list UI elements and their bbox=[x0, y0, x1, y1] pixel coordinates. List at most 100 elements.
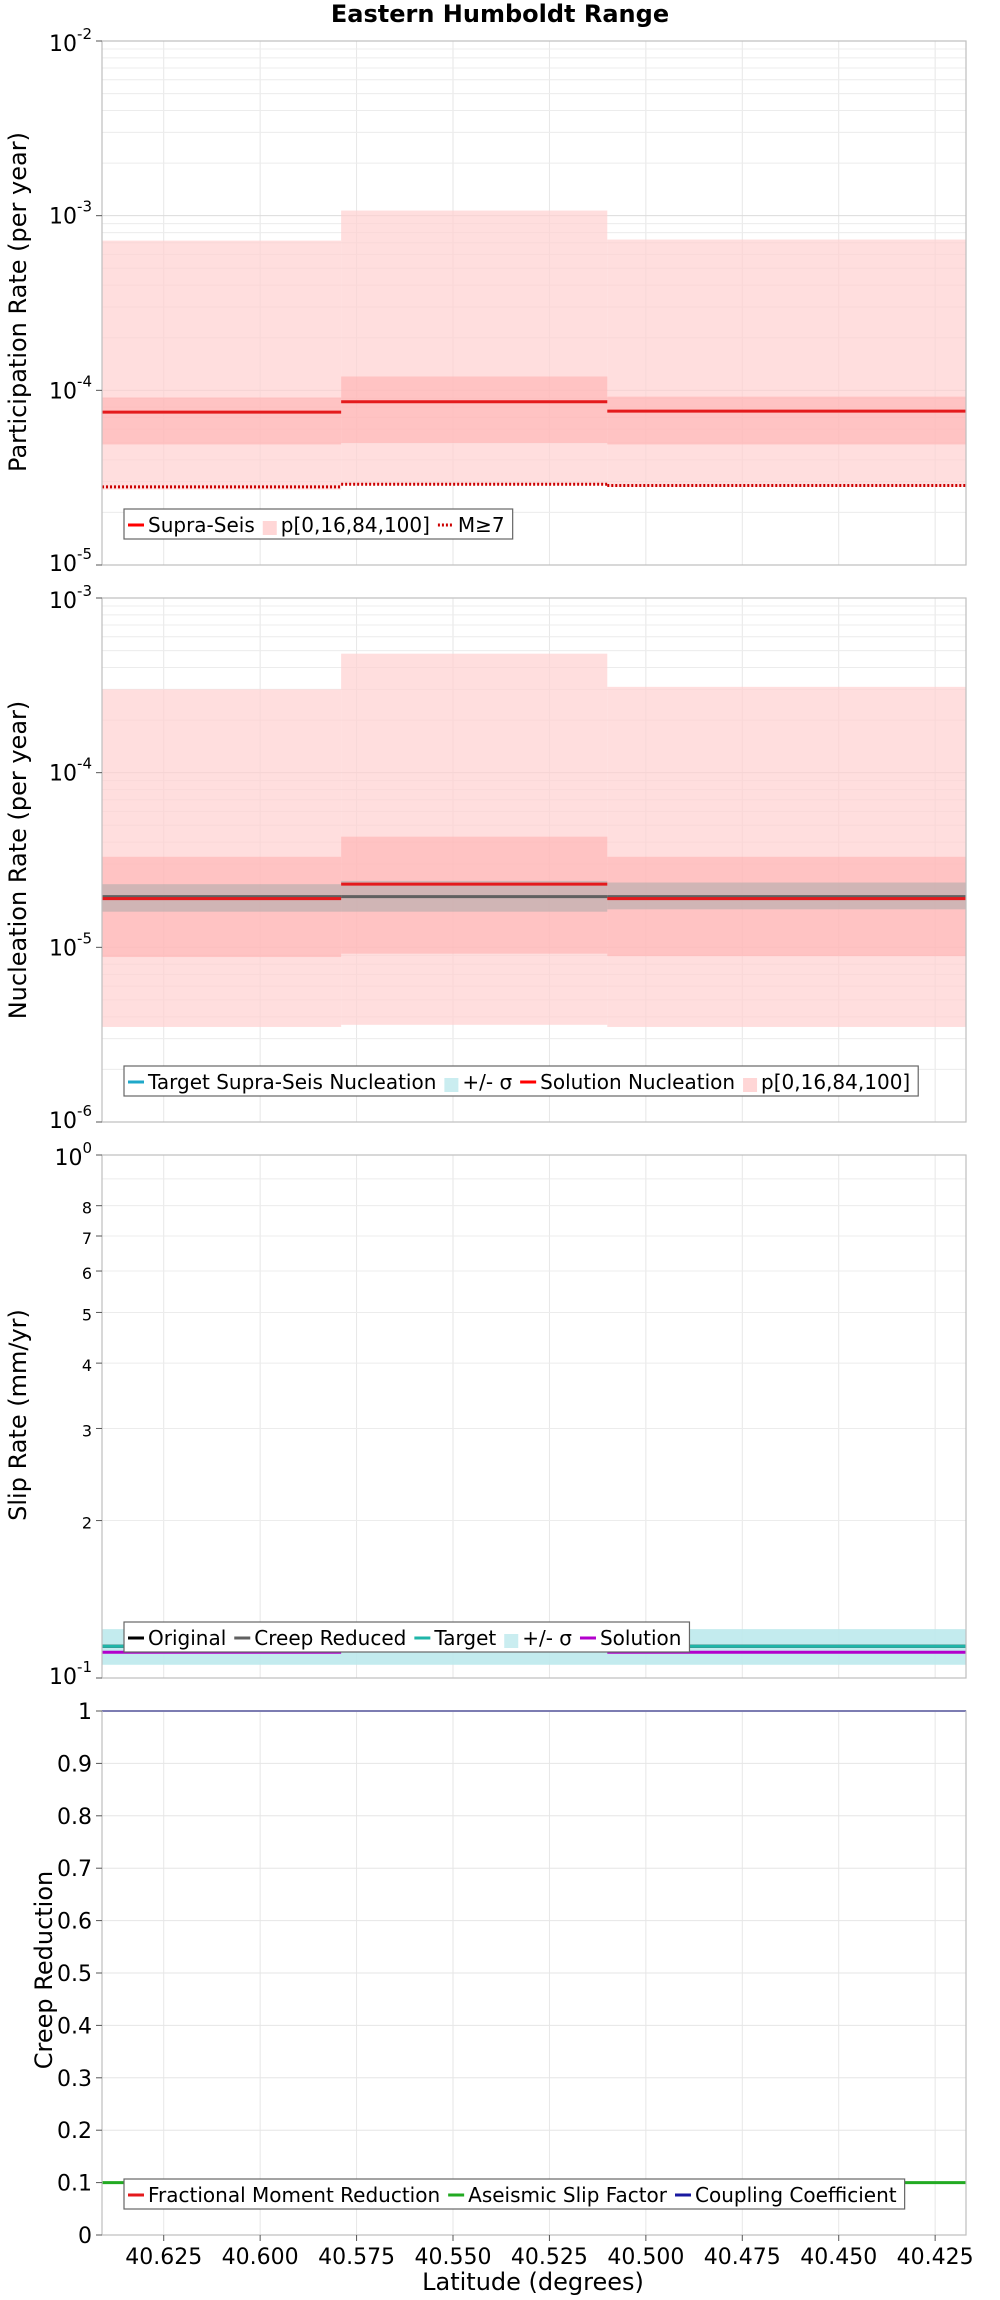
legend-item-p-0-16-84-100: p[0,16,84,100] bbox=[262, 513, 430, 537]
band-p-16-84 bbox=[102, 397, 342, 445]
slip-rate-panel: 10-1 2 3 4 5 6 7 8 100 Original Creep Reduced Targe… bbox=[49, 1139, 967, 1690]
plot-frame bbox=[101, 40, 967, 566]
y-ticks: 0 0.1 0.2 0.3 0.4 0.5 0.6 0.7 0.8 0.9 1 bbox=[57, 1700, 102, 2249]
y-tick-label: 0.7 bbox=[57, 1857, 92, 1882]
y-tick-label: 5 bbox=[82, 1305, 92, 1324]
legend-label: Target bbox=[433, 1626, 496, 1650]
legend-item-original: Original bbox=[128, 1626, 226, 1650]
y-ticks: 10-1 2 3 4 5 6 7 8 100 bbox=[49, 1139, 102, 1690]
y-tick-label: 10-3 bbox=[49, 582, 92, 614]
bands bbox=[102, 210, 966, 490]
y-tick-label: 10-3 bbox=[49, 198, 92, 230]
legend-item-target: Target bbox=[414, 1626, 496, 1650]
legend-item-coupling-coefficient: Coupling Coefficient bbox=[675, 2183, 897, 2207]
y-tick-label: 0.1 bbox=[57, 2172, 92, 2197]
y-tick-label: 0.4 bbox=[57, 2014, 92, 2039]
y-tick-label: 0.8 bbox=[57, 1805, 92, 1830]
y-tick-label: 10-4 bbox=[49, 372, 92, 404]
y-tick-label: 4 bbox=[82, 1356, 92, 1375]
x-tick-label: 40.475 bbox=[704, 2245, 781, 2270]
legend-label: Coupling Coefficient bbox=[695, 2183, 897, 2207]
creep-reduction-panel: 0 0.1 0.2 0.3 0.4 0.5 0.6 0.7 0.8 0.9 1 40.625 40.60… bbox=[57, 1700, 974, 2270]
chart-title: Eastern Humboldt Range bbox=[331, 0, 669, 28]
legend: Fractional Moment Reduction Aseismic Slip… bbox=[123, 2178, 906, 2210]
x-tick-label: 40.500 bbox=[607, 2245, 684, 2270]
participation-panel: 10-5 10-4 10-3 10-2 Supra-Seis p[0,16,84,100]… bbox=[49, 25, 967, 577]
band-p-16-84 bbox=[607, 396, 966, 445]
y-ticks: 10-5 10-4 10-3 10-2 bbox=[49, 25, 102, 577]
y-tick-label: 0.3 bbox=[57, 2067, 92, 2092]
legend-item-creep-reduced: Creep Reduced bbox=[234, 1626, 406, 1650]
band-p-0-100 bbox=[341, 210, 608, 485]
legend-label: Supra-Seis bbox=[148, 513, 255, 537]
x-ticks: 40.625 40.600 40.575 40.550 40.525 40.500 40.4… bbox=[125, 2235, 974, 2270]
legend-item-aseismic-slip-factor: Aseismic Slip Factor bbox=[448, 2183, 668, 2207]
y-tick-label: 10-6 bbox=[49, 1102, 92, 1134]
plot-area bbox=[102, 1155, 966, 1678]
legend-item-fractional-moment-reduction: Fractional Moment Reduction bbox=[128, 2183, 440, 2207]
plot-frame bbox=[101, 597, 967, 1123]
x-axis-label: Latitude (degrees) bbox=[422, 2268, 644, 2296]
y-tick-label: 10-2 bbox=[49, 25, 92, 57]
y-tick-label: 0 bbox=[78, 2224, 92, 2249]
legend-label: M≥7 bbox=[458, 513, 505, 537]
legend-item-sigma: +/- σ bbox=[444, 1070, 512, 1094]
legend-item-p-0-16-84-100: p[0,16,84,100] bbox=[743, 1070, 910, 1094]
legend-box bbox=[123, 2178, 906, 2210]
legend: Supra-Seis p[0,16,84,100] M≥7 bbox=[123, 508, 514, 540]
legend-label: +/- σ bbox=[522, 1626, 572, 1650]
y-tick-label: 0.2 bbox=[57, 2119, 92, 2144]
legend-swatch bbox=[444, 1078, 459, 1092]
nucleation-y-axis-label: Nucleation Rate (per year) bbox=[4, 701, 32, 1020]
y-tick-label: 7 bbox=[82, 1229, 92, 1248]
bands bbox=[102, 653, 966, 1027]
legend-label: Solution bbox=[600, 1626, 681, 1650]
legend: Target Supra-Seis Nucleation +/- σ Solutio… bbox=[123, 1065, 919, 1097]
legend-label: Target Supra-Seis Nucleation bbox=[147, 1070, 436, 1094]
legend-item-solution: Solution bbox=[579, 1626, 681, 1650]
legend: Original Creep Reduced Target +/- σ Solution bbox=[123, 1621, 691, 1653]
series bbox=[102, 400, 966, 489]
y-tick-label: 2 bbox=[82, 1514, 92, 1533]
x-tick-label: 40.450 bbox=[800, 2245, 877, 2270]
x-tick-label: 40.550 bbox=[415, 2245, 492, 2270]
legend-label: p[0,16,84,100] bbox=[281, 513, 430, 537]
creep-reduction-y-axis-label: Creep Reduction bbox=[30, 1871, 58, 2069]
legend-item-sigma: +/- σ bbox=[504, 1626, 572, 1650]
legend-swatch bbox=[504, 1634, 519, 1648]
legend-item-supra-seis: Supra-Seis bbox=[128, 513, 255, 537]
legend-label: Aseismic Slip Factor bbox=[468, 2183, 668, 2207]
legend-swatch bbox=[262, 521, 277, 535]
legend-label: Creep Reduced bbox=[254, 1626, 406, 1650]
legend-label: Fractional Moment Reduction bbox=[148, 2183, 440, 2207]
y-tick-label: 10-5 bbox=[49, 545, 92, 577]
band-p-16-84 bbox=[341, 376, 608, 443]
y-tick-label: 6 bbox=[82, 1264, 92, 1283]
x-tick-label: 40.575 bbox=[318, 2245, 395, 2270]
y-tick-label: 0.5 bbox=[57, 1962, 92, 1987]
band-p-0-100 bbox=[102, 240, 342, 490]
legend-label: p[0,16,84,100] bbox=[761, 1070, 910, 1094]
legend-item-target-supra-seis-nucleation: Target Supra-Seis Nucleation bbox=[128, 1070, 436, 1094]
y-tick-label: 8 bbox=[82, 1199, 92, 1218]
series bbox=[102, 882, 966, 901]
legend-label: Solution Nucleation bbox=[540, 1070, 735, 1094]
band-p-0-100 bbox=[607, 239, 966, 487]
x-tick-label: 40.525 bbox=[511, 2245, 588, 2270]
y-tick-label: 10-5 bbox=[49, 929, 92, 961]
legend-item-solution-nucleation: Solution Nucleation bbox=[520, 1070, 735, 1094]
y-tick-label: 100 bbox=[54, 1139, 92, 1171]
y-tick-label: 10-4 bbox=[49, 755, 92, 787]
y-ticks: 10-6 10-5 10-4 10-3 bbox=[49, 582, 102, 1134]
nucleation-panel: 10-6 10-5 10-4 10-3 Target Supra-Seis Nuclea… bbox=[49, 582, 967, 1134]
y-tick-label: 3 bbox=[82, 1421, 92, 1440]
participation-y-axis-label: Participation Rate (per year) bbox=[4, 132, 32, 472]
legend-label: Original bbox=[148, 1626, 226, 1650]
legend-swatch bbox=[743, 1078, 758, 1092]
y-tick-label: 10-1 bbox=[49, 1658, 92, 1690]
x-tick-label: 40.625 bbox=[125, 2245, 202, 2270]
x-tick-label: 40.425 bbox=[897, 2245, 974, 2270]
plot-frame bbox=[101, 1154, 967, 1679]
legend-label: +/- σ bbox=[462, 1070, 512, 1094]
